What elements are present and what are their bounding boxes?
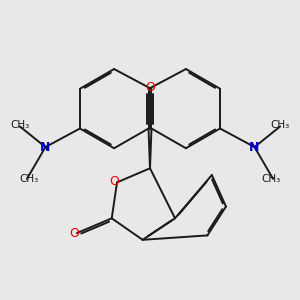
Text: O: O — [110, 175, 120, 188]
Text: CH₃: CH₃ — [20, 174, 39, 184]
Text: O: O — [145, 81, 155, 94]
Text: N: N — [40, 141, 51, 154]
Text: O: O — [69, 226, 79, 239]
Text: CH₃: CH₃ — [10, 120, 29, 130]
Text: CH₃: CH₃ — [261, 174, 280, 184]
Text: N: N — [249, 141, 260, 154]
Text: CH₃: CH₃ — [271, 120, 290, 130]
